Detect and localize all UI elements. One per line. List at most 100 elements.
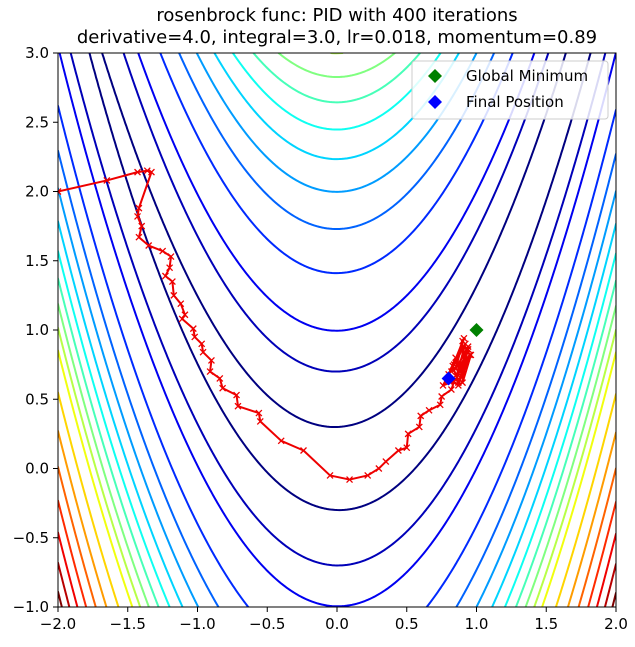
path-point-marker <box>466 351 473 359</box>
path-point-marker <box>447 386 455 394</box>
contour-level-600 <box>58 53 616 607</box>
path-point-marker <box>326 471 334 479</box>
path-point-marker <box>382 458 390 466</box>
path-point-marker <box>168 278 176 285</box>
path-point-marker <box>439 381 447 389</box>
contour-level-300 <box>58 53 616 607</box>
contour-level-2000 <box>58 531 616 607</box>
path-point-marker <box>161 272 169 280</box>
path-point-marker <box>134 168 141 176</box>
path-point-marker <box>394 447 402 454</box>
path-point-marker <box>463 345 471 353</box>
path-point-marker <box>198 340 206 348</box>
x-tick-label: 0.0 <box>325 615 349 633</box>
path-point-marker <box>452 354 460 362</box>
contour-level-1600 <box>58 465 616 607</box>
axes: −2.0 −1.5 −1.0 −0.5 0.0 0.5 1.0 1.5 2.0 −1.0 −0.5 0… <box>13 44 628 633</box>
path-point-marker <box>135 233 143 241</box>
contour-level-1200 <box>58 391 616 607</box>
final-position-marker <box>441 371 456 386</box>
path-point-marker <box>438 393 446 400</box>
path-point-marker <box>256 417 264 425</box>
path-point-marker <box>189 325 197 333</box>
path-point-marker <box>375 465 383 472</box>
legend-final-position-marker <box>428 95 442 109</box>
legend-global-minimum-marker <box>428 69 442 83</box>
path-point-marker <box>166 264 174 272</box>
path-point-marker <box>134 212 141 220</box>
contour-level-700 <box>58 53 616 607</box>
path-point-marker <box>300 447 307 454</box>
path-point-marker <box>255 409 263 417</box>
contour-lines <box>58 53 616 607</box>
x-tick-label: 1.0 <box>465 615 489 633</box>
global-minimum-marker <box>469 323 484 337</box>
contour-level-200 <box>58 53 616 607</box>
path-point-marker <box>178 315 186 323</box>
path-point-marker <box>346 476 354 484</box>
x-tick-label: −0.5 <box>249 615 285 633</box>
contour-level-1800 <box>58 499 616 607</box>
key-points <box>441 323 484 386</box>
legend-global-minimum-label: Global Minimum <box>466 67 588 85</box>
path-point-marker <box>159 247 167 255</box>
contour-level-900 <box>58 53 616 607</box>
path-point-marker <box>454 381 462 389</box>
path-point-marker <box>277 437 285 445</box>
path-point-marker <box>148 168 155 176</box>
path-point-marker <box>103 176 111 184</box>
path-point-marker <box>191 333 199 341</box>
chart-subtitle: derivative=4.0, integral=3.0, lr=0.018, … <box>77 27 597 48</box>
contour-level-1000 <box>58 349 616 607</box>
path-point-marker <box>138 222 146 230</box>
y-tick-label: 3.0 <box>25 44 49 62</box>
path-point-marker <box>404 430 412 438</box>
path-point-marker <box>233 391 241 399</box>
path-point-marker <box>167 253 175 261</box>
y-tick-label: −0.5 <box>13 529 49 547</box>
y-tick-label: 0.5 <box>25 390 49 408</box>
contour-level-2200 <box>58 561 616 607</box>
contour-level-100 <box>58 53 616 607</box>
path-point-marker <box>206 368 214 376</box>
y-tick-label: 0.0 <box>25 460 49 478</box>
x-tick-label: 0.5 <box>395 615 419 633</box>
path-point-marker <box>461 357 469 364</box>
path-point-marker <box>436 401 444 409</box>
path-point-marker <box>145 242 153 249</box>
chart-title: rosenbrock func: PID with 400 iterations <box>156 5 517 26</box>
path-point-marker <box>460 334 468 342</box>
path-point-marker <box>58 188 62 195</box>
path-line <box>58 169 472 481</box>
y-tick-label: 2.0 <box>25 183 49 201</box>
path-point-marker <box>415 423 423 431</box>
path-point-marker <box>143 167 151 175</box>
path-point-marker <box>135 204 143 212</box>
path-point-marker <box>467 351 475 359</box>
y-tick-label: 1.0 <box>25 321 49 339</box>
y-tick-label: −1.0 <box>13 598 49 616</box>
path-point-marker <box>207 357 215 364</box>
x-tick-label: 1.5 <box>534 615 558 633</box>
path-point-marker <box>177 300 185 308</box>
x-tick-label: −2.0 <box>40 615 76 633</box>
path-point-marker <box>464 345 472 353</box>
path-point-marker <box>219 384 227 392</box>
path-point-marker <box>452 365 460 373</box>
path-point-marker <box>403 444 411 452</box>
path-point-marker <box>417 412 425 420</box>
path-point-marker <box>170 291 178 299</box>
y-tick-label: 2.5 <box>25 113 49 131</box>
legend-box <box>411 60 609 120</box>
path-point-marker <box>234 402 242 410</box>
x-tick-label: −1.0 <box>179 615 215 633</box>
path-point-marker <box>456 368 464 376</box>
optimization-path <box>58 167 475 484</box>
contour-level-800 <box>58 53 616 607</box>
x-tick-label: −1.5 <box>110 615 146 633</box>
x-tick-label: 2.0 <box>604 615 628 633</box>
path-point-marker <box>216 375 224 382</box>
path-point-marker <box>364 471 372 479</box>
